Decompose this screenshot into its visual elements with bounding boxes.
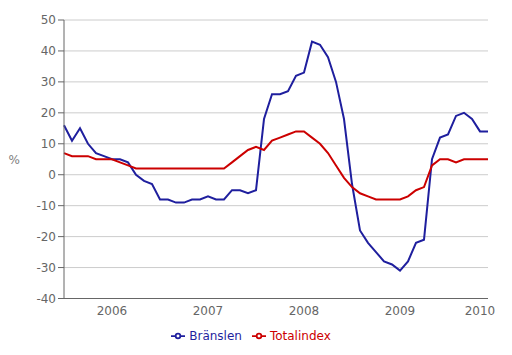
svg-text:-20: -20 — [36, 230, 56, 244]
svg-text:10: 10 — [41, 137, 56, 151]
html-text:Bränslen: Bränslen — [189, 328, 242, 343]
svg-text:-40: -40 — [36, 292, 56, 306]
svg-text:-30: -30 — [36, 261, 56, 275]
svg-text:2006: 2006 — [97, 304, 128, 318]
svg-text:2008: 2008 — [289, 304, 320, 318]
svg-text:2010: 2010 — [465, 304, 496, 318]
svg-text:0: 0 — [48, 168, 56, 182]
svg-text:50: 50 — [41, 13, 56, 27]
svg-text:-10: -10 — [36, 199, 56, 213]
svg-text:2009: 2009 — [385, 304, 416, 318]
svg-text:20: 20 — [41, 106, 56, 120]
svg-text:40: 40 — [41, 44, 56, 58]
svg-text:30: 30 — [41, 75, 56, 89]
svg-text:%: % — [9, 153, 20, 167]
svg-text:2007: 2007 — [193, 304, 224, 318]
html-text:Totalindex: Totalindex — [269, 328, 331, 343]
